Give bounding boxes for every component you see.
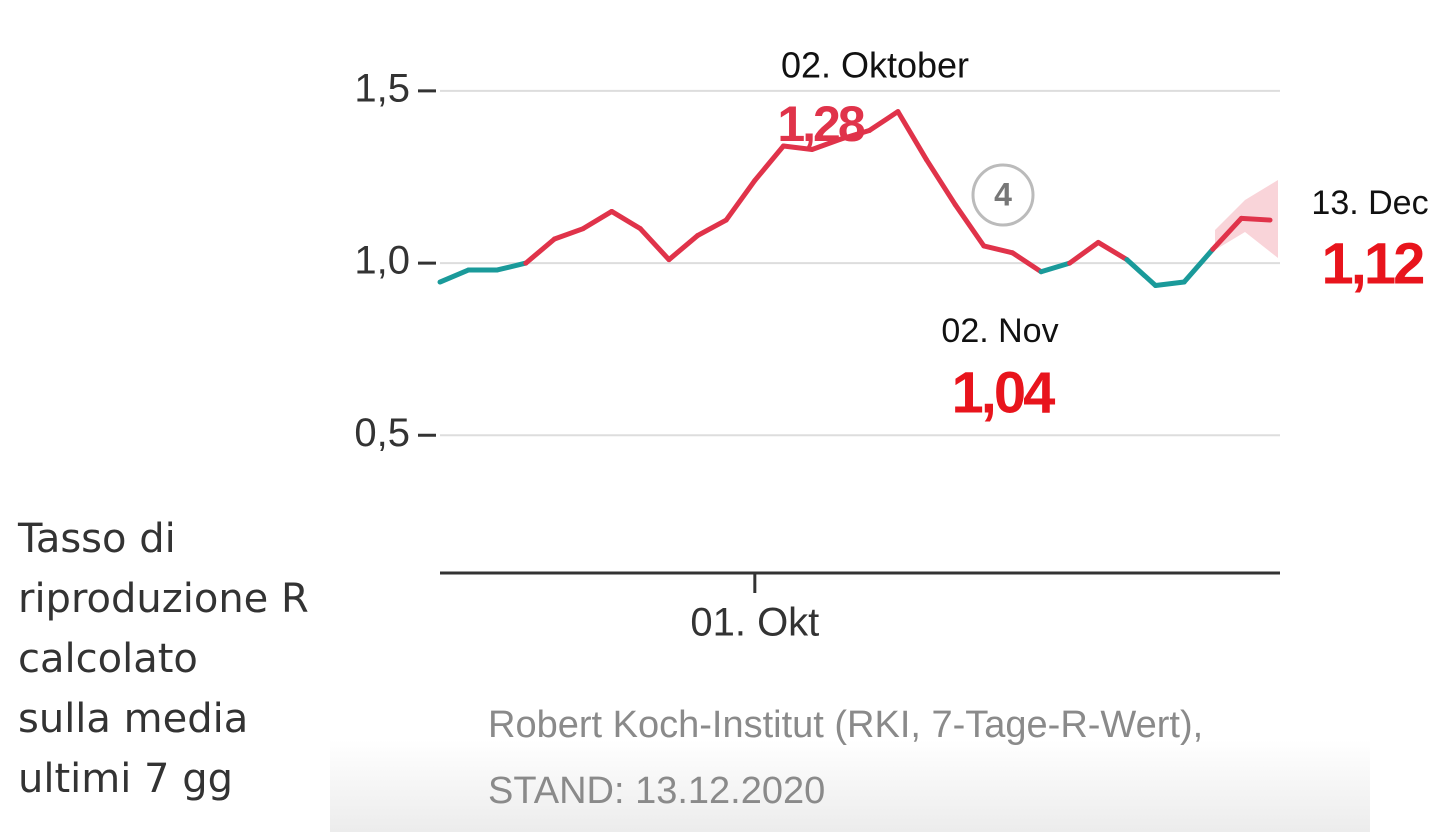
line-segment (924, 157, 958, 208)
line-segment (1038, 260, 1073, 275)
line-segment (580, 208, 615, 232)
caption-line: calcolato (18, 636, 198, 682)
line-segment (695, 217, 729, 239)
line-segment (752, 143, 786, 183)
source-line: STAND: 13.12.2020 (488, 770, 825, 812)
annotation-value: 1,12 (1322, 231, 1424, 296)
annotation-value: 1,04 (952, 360, 1056, 425)
line-segment (838, 128, 872, 142)
line-segment (1009, 250, 1044, 275)
caption-line: Tasso di (17, 516, 176, 562)
caption-line: sulla media (18, 696, 248, 742)
line-segment (666, 233, 701, 263)
line-segment (1238, 215, 1273, 223)
y-tick-label: 0,5 (354, 411, 410, 455)
x-tick-label: 01. Okt (690, 601, 819, 645)
footer-shade (330, 740, 1370, 832)
line-segment (895, 109, 930, 163)
annotation-date: 02. Nov (941, 312, 1058, 350)
line-segment (1067, 239, 1101, 266)
caption-line: ultimi 7 gg (18, 756, 233, 802)
line-segment (1124, 257, 1159, 288)
caption-line: riproduzione R (18, 576, 309, 622)
annotation-date: 13. Dec (1311, 184, 1428, 222)
line-segment (1210, 215, 1244, 252)
marker-circle (971, 163, 1035, 227)
line-segment (437, 267, 472, 285)
annotation-date: 02. Oktober (781, 45, 969, 86)
line-segment (780, 143, 815, 152)
line-segment (952, 202, 987, 249)
line-segment (609, 208, 643, 232)
line-segment (1181, 246, 1216, 285)
y-tick-label: 1,0 (354, 239, 410, 283)
line-segment (523, 236, 557, 266)
line-segment (981, 243, 1015, 256)
marker-label: 4 (994, 176, 1012, 212)
annotation-value: 1,28 (777, 96, 865, 152)
line-segment (1153, 279, 1187, 288)
line-segment (723, 177, 758, 223)
line-segment (809, 136, 844, 152)
line-segment (1095, 239, 1130, 263)
line-segment (494, 260, 529, 273)
line-segment (551, 226, 586, 242)
y-tick-label: 1,5 (354, 66, 410, 110)
line-segment (637, 226, 672, 263)
source-line: Robert Koch-Institut (RKI, 7-Tage-R-Wert… (488, 704, 1203, 746)
line-segment (866, 109, 901, 134)
